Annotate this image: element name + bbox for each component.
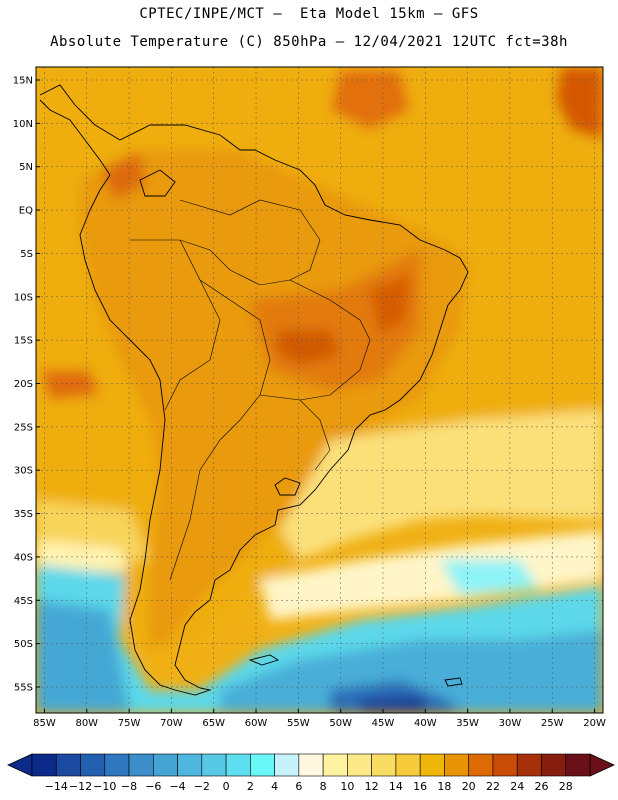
lat-tick-label: 5N: [19, 162, 33, 173]
colorbar-label: −8: [121, 780, 137, 793]
lon-tick-label: 80W: [75, 718, 98, 729]
colorbar-label: 2: [247, 780, 254, 793]
lat-tick-label: 15N: [13, 76, 33, 87]
colorbar-label: 4: [271, 780, 278, 793]
colorbar-segment: [274, 753, 300, 777]
lon-tick-label: 55W: [287, 718, 310, 729]
colorbar-segment: [250, 753, 275, 777]
colorbar-segment: [31, 753, 57, 777]
lon-tick-label: 35W: [456, 718, 479, 729]
colorbar-label: 16: [413, 780, 427, 793]
colorbar-segment: [80, 753, 106, 777]
lon-tick-label: 70W: [160, 718, 183, 729]
lat-tick-label: 55S: [14, 682, 33, 693]
colorbar-segment: [322, 753, 348, 777]
lat-tick-label: 20S: [14, 379, 33, 390]
lon-tick-label: 40W: [414, 718, 437, 729]
lat-tick-label: 35S: [14, 509, 33, 520]
colorbar-segment: [395, 753, 421, 777]
colorbar-label: −2: [194, 780, 210, 793]
longitude-labels: 85W 80W 75W 70W 65W 60W 55W 50W 45W 40W 35W 30W 25W 2…: [33, 709, 606, 729]
colorbar-segment: [444, 753, 469, 777]
colorbar-label: 18: [437, 780, 451, 793]
colorbar-label: −4: [169, 780, 185, 793]
colorbar-label: 26: [534, 780, 548, 793]
lat-tick-label: 30S: [14, 466, 33, 477]
colorbar-segment: [177, 753, 203, 777]
lon-tick-label: 45W: [372, 718, 395, 729]
colorbar-segment: [565, 753, 591, 777]
colorbar-segment: [516, 753, 542, 777]
colorbar-label: 8: [320, 780, 327, 793]
map-frame: [35, 66, 604, 714]
title-line-1: CPTEC/INPE/MCT – Eta Model 15km – GFS: [139, 6, 479, 22]
colorbar: [7, 753, 615, 777]
colorbar-segment: [153, 753, 178, 777]
colorbar-label: 22: [486, 780, 500, 793]
country-borders: [130, 199, 371, 581]
colorbar-segment: [347, 753, 372, 777]
coastlines: [39, 84, 469, 696]
colorbar-segment: [55, 753, 81, 777]
colorbar-label: 6: [295, 780, 302, 793]
colorbar-label: 14: [389, 780, 403, 793]
colorbar-segment: [541, 753, 567, 777]
colorbar-segment: [492, 753, 518, 777]
lon-tick-label: 65W: [202, 718, 225, 729]
colorbar-segment: [201, 753, 227, 777]
lat-tick-label: 15S: [14, 336, 33, 347]
colorbar-label: 20: [462, 780, 476, 793]
lon-tick-label: 50W: [329, 718, 352, 729]
colorbar-label: 0: [223, 780, 230, 793]
colorbar-segment: [225, 753, 251, 777]
title-line-2: Absolute Temperature (C) 850hPa – 12/04/…: [50, 34, 568, 50]
lon-tick-label: 75W: [118, 718, 141, 729]
colorbar-segment: [298, 753, 324, 777]
lat-tick-label: 10S: [14, 292, 33, 303]
lat-tick-label: 5S: [20, 249, 33, 260]
colorbar-segment: [104, 753, 130, 777]
colorbar-label: 12: [365, 780, 379, 793]
colorbar-segment: [128, 753, 154, 777]
lat-tick-label: 50S: [14, 639, 33, 650]
colorbar-label: −12: [69, 780, 92, 793]
lat-tick-label: 10N: [13, 119, 33, 130]
colorbar-label: 10: [340, 780, 354, 793]
colorbar-label: −6: [145, 780, 161, 793]
colorbar-min-arrow: [7, 753, 33, 777]
lon-tick-label: 20W: [583, 718, 606, 729]
lon-tick-label: 60W: [245, 718, 268, 729]
lat-tick-label: EQ: [19, 206, 33, 217]
lon-tick-label: 30W: [499, 718, 522, 729]
colorbar-max-arrow: [589, 753, 615, 777]
lat-tick-label: 45S: [14, 596, 33, 607]
colorbar-segment: [371, 753, 397, 777]
colorbar-label: 24: [510, 780, 524, 793]
lat-tick-label: 25S: [14, 422, 33, 433]
colorbar-label: −14: [45, 780, 68, 793]
colorbar-label: 28: [559, 780, 573, 793]
colorbar-label: −10: [93, 780, 116, 793]
colorbar-segment: [468, 753, 494, 777]
lon-tick-label: 85W: [33, 718, 56, 729]
colorbar-labels: −14 −12 −10 −8 −6 −4 −2 0 2 4 6 8 10 12 14 16 18 20 22 24 26…: [45, 780, 573, 793]
lon-tick-label: 25W: [541, 718, 564, 729]
lat-tick-label: 40S: [14, 552, 33, 563]
colorbar-segment: [419, 753, 445, 777]
latitude-labels: 15N 10N 5N EQ 5S 10S 15S 20S 25S 30S 35S 40S 45S 50S 5…: [13, 76, 40, 693]
temperature-field: [36, 67, 603, 713]
